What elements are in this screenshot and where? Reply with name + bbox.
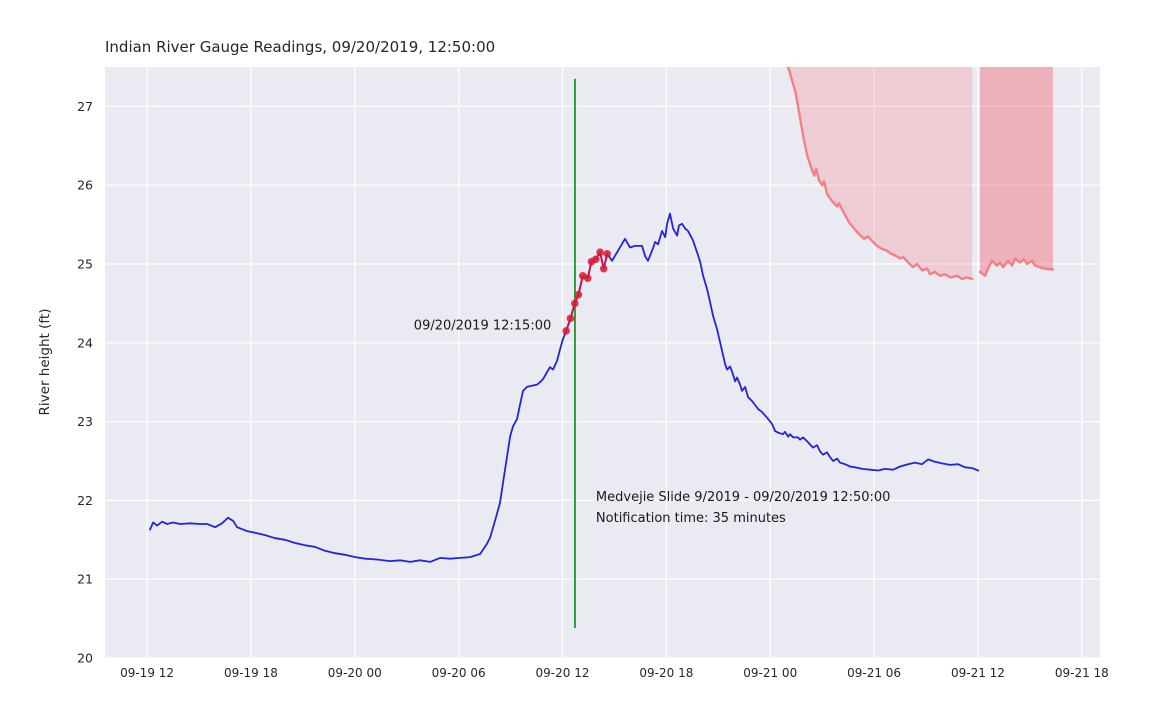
watch-reading-point [596,248,604,256]
watch-reading-point [566,314,575,323]
watch-reading-point [603,249,611,258]
y-tick-label: 27 [77,99,93,114]
watch-start-annotation: 09/20/2019 12:15:00 [413,318,552,334]
y-axis-label: River height (ft) [37,308,53,416]
x-tick-label: 09-21 00 [743,666,797,680]
forecast-segment-1-fill [788,67,973,279]
y-tick-label: 22 [77,493,93,508]
chart-title: Indian River Gauge Readings, 09/20/2019,… [105,38,496,56]
watch-reading-point [571,299,579,308]
x-tick-label: 09-20 00 [328,666,382,680]
y-tick-label: 21 [77,572,93,587]
x-tick-label: 09-19 12 [120,666,174,680]
river-gauge-line [149,212,979,563]
axes-background [105,67,1100,658]
watch-reading-point [574,290,583,299]
y-tick-label: 20 [77,651,93,666]
y-tick-label: 23 [77,414,93,429]
y-tick-label: 24 [77,335,93,350]
forecast-segment-2-fill [980,67,1053,276]
watch-reading-point [591,255,600,264]
x-tick-label: 09-21 06 [847,666,901,680]
watch-reading-point [599,264,608,273]
x-tick-label: 09-20 06 [432,666,486,680]
slide-annotation: Medvejie Slide 9/2019 - 09/20/2019 12:50… [596,487,891,529]
slide-annotation-line1: Medvejie Slide 9/2019 - 09/20/2019 12:50… [595,490,891,505]
forecast-segment-2-line [978,257,1055,277]
watch-reading-point [583,274,592,282]
y-tick-label: 25 [77,257,93,272]
y-tick-label: 26 [77,178,93,193]
x-tick-label: 09-20 12 [536,666,590,680]
x-tick-label: 09-21 18 [1055,666,1109,680]
forecast-segment-1-line [786,67,974,281]
slide-annotation-line2: Notification time: 35 minutes [595,511,786,526]
watch-reading-point [562,327,570,335]
x-tick-label: 09-20 18 [639,666,693,680]
x-tick-label: 09-21 12 [951,666,1005,680]
x-tick-label: 09-19 18 [224,666,278,680]
